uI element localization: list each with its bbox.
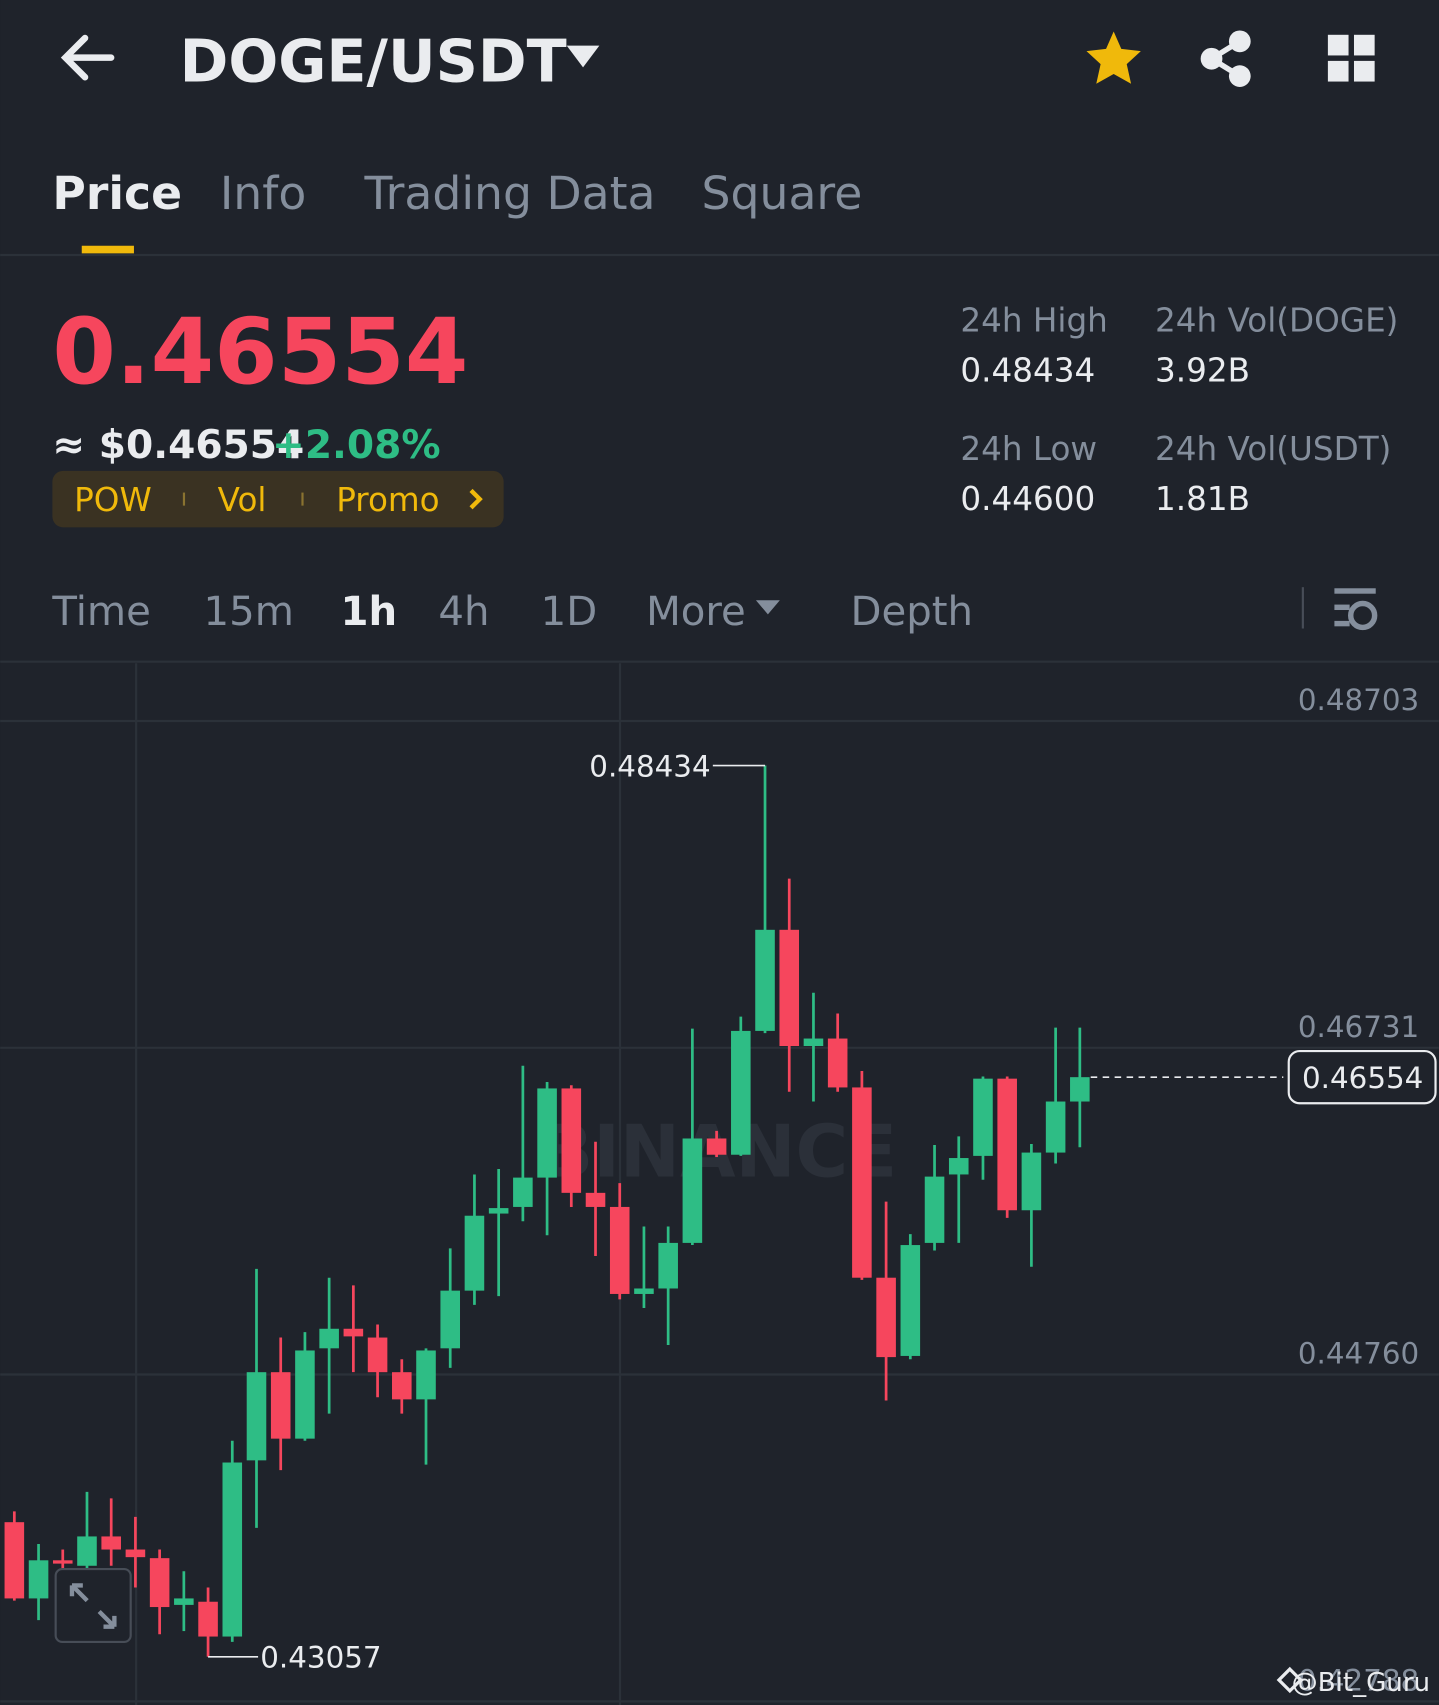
fiat-price: ≈ $0.46554 xyxy=(52,423,304,468)
active-tab-indicator xyxy=(81,245,134,254)
expand-button[interactable] xyxy=(54,1567,132,1644)
interval[interactable]: 15m xyxy=(204,589,294,635)
y-tick-label: 0.42788 xyxy=(1298,1663,1419,1697)
candle-body xyxy=(924,1176,945,1243)
candle-body xyxy=(706,1138,727,1155)
stat-value: 0.48434 xyxy=(960,352,1095,390)
tag[interactable]: Promo xyxy=(336,481,439,519)
min-label: 0.43057 xyxy=(260,1641,381,1675)
last-price-box xyxy=(1287,1049,1437,1105)
candle-body xyxy=(900,1245,921,1356)
interval[interactable]: More xyxy=(646,589,746,635)
stat-label: 24h Vol(DOGE) xyxy=(1155,302,1398,340)
grid-menu[interactable] xyxy=(1327,34,1375,82)
candle-body xyxy=(852,1087,872,1278)
candle-body xyxy=(4,1522,25,1599)
candle-body xyxy=(513,1177,533,1207)
tab[interactable]: Price xyxy=(52,167,182,220)
candle-body xyxy=(77,1536,97,1566)
last-price: 0.46554 xyxy=(52,298,468,405)
interval[interactable]: 1D xyxy=(541,589,598,635)
stat-value: 1.81B xyxy=(1155,480,1250,518)
tab[interactable]: Info xyxy=(220,167,306,220)
candle-body xyxy=(464,1215,485,1291)
stat-value: 3.92B xyxy=(1155,352,1250,390)
candle-body xyxy=(682,1138,703,1243)
candle-body xyxy=(658,1242,678,1289)
candle-body xyxy=(416,1350,436,1400)
candle-body xyxy=(1045,1101,1066,1153)
interval[interactable]: Time xyxy=(51,589,150,635)
candle-body xyxy=(367,1337,388,1373)
candle-body xyxy=(755,929,775,1031)
candle-body xyxy=(997,1078,1017,1211)
tag-separator xyxy=(182,492,186,506)
interval[interactable]: Depth xyxy=(851,589,974,635)
candle-body xyxy=(125,1549,146,1558)
candle-body xyxy=(634,1288,654,1294)
favorite-star[interactable] xyxy=(1086,31,1141,84)
tag[interactable]: POW xyxy=(74,481,152,519)
candle-body xyxy=(52,1560,73,1564)
stat-value: 0.44600 xyxy=(960,480,1095,518)
tag[interactable]: Vol xyxy=(218,481,267,519)
candle-body xyxy=(101,1536,121,1550)
y-tick-label: 0.46731 xyxy=(1298,1010,1419,1044)
last-price-label: 0.46554 xyxy=(1302,1061,1423,1095)
interval[interactable]: 4h xyxy=(438,589,489,635)
candle-body xyxy=(1070,1077,1090,1102)
price-change: +2.08% xyxy=(272,423,441,468)
stat-label: 24h High xyxy=(960,302,1107,340)
credit: @Bit_Guru xyxy=(1292,1668,1430,1698)
candle-body xyxy=(488,1208,509,1214)
max-label: 0.48434 xyxy=(589,749,710,783)
candle-body xyxy=(246,1372,267,1461)
tag-separator xyxy=(301,492,304,506)
expand-icon[interactable] xyxy=(69,1583,117,1629)
tag-bar[interactable] xyxy=(52,470,504,528)
candle-body xyxy=(537,1088,557,1178)
candle-body xyxy=(319,1328,339,1349)
candle-body xyxy=(561,1088,582,1193)
candle-body xyxy=(392,1372,412,1400)
tab[interactable]: Trading Data xyxy=(363,167,655,220)
candle-body xyxy=(295,1350,315,1439)
tag-chevron[interactable] xyxy=(469,488,483,510)
chart-settings[interactable] xyxy=(1334,588,1378,631)
more-dropdown[interactable] xyxy=(755,600,780,615)
back-button[interactable] xyxy=(60,34,115,81)
credit-icon xyxy=(1276,1666,1304,1694)
candle-body xyxy=(876,1277,896,1358)
candle-body xyxy=(222,1462,243,1637)
stat-label: 24h Vol(USDT) xyxy=(1155,430,1391,468)
candle-body xyxy=(779,929,800,1047)
candle-body xyxy=(585,1192,606,1207)
pair-title[interactable]: DOGE/USDT xyxy=(180,28,567,96)
candle-body xyxy=(174,1598,194,1605)
candle-body xyxy=(731,1030,751,1155)
candle-body xyxy=(1021,1152,1042,1211)
candle-body xyxy=(149,1558,170,1608)
candle-body xyxy=(948,1158,969,1175)
candle-body xyxy=(973,1078,993,1156)
stat-label: 24h Low xyxy=(960,430,1097,468)
candle-body xyxy=(343,1328,364,1337)
interval[interactable]: 1h xyxy=(341,589,398,635)
share-button[interactable] xyxy=(1200,30,1251,87)
candle-body xyxy=(827,1038,848,1088)
candle-body xyxy=(803,1038,824,1047)
candle-body xyxy=(609,1206,630,1294)
y-tick-label: 0.48703 xyxy=(1298,683,1419,717)
candle-body xyxy=(28,1560,49,1599)
pair-dropdown[interactable] xyxy=(566,45,600,68)
tab[interactable]: Square xyxy=(702,167,863,220)
candle-body xyxy=(270,1372,291,1439)
y-tick-label: 0.44760 xyxy=(1298,1337,1419,1371)
candle-body xyxy=(440,1290,461,1349)
candle-body xyxy=(198,1601,218,1637)
